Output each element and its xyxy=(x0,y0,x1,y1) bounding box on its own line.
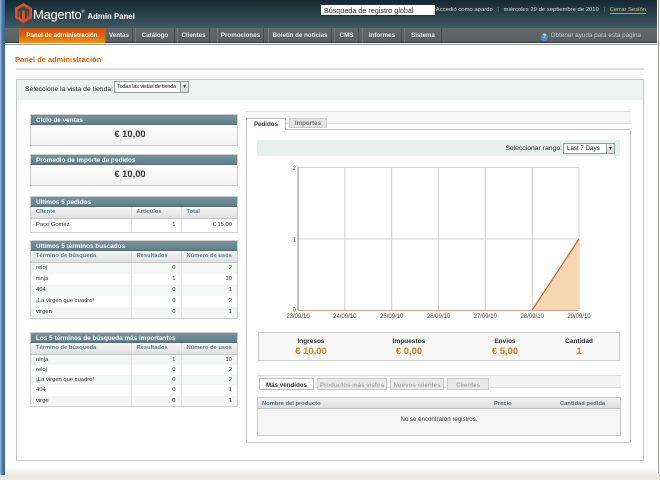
svg-text:24/09/10: 24/09/10 xyxy=(333,314,357,320)
svg-text:28/09/10: 28/09/10 xyxy=(521,314,545,320)
svg-text:23/09/10: 23/09/10 xyxy=(286,314,310,320)
svg-text:2: 2 xyxy=(293,166,297,172)
svg-text:27/09/10: 27/09/10 xyxy=(474,314,498,320)
svg-text:29/09/10: 29/09/10 xyxy=(567,314,591,320)
svg-text:0: 0 xyxy=(293,308,297,314)
svg-text:26/09/10: 26/09/10 xyxy=(427,314,451,320)
svg-text:25/09/10: 25/09/10 xyxy=(380,314,404,320)
svg-text:1: 1 xyxy=(293,238,297,244)
